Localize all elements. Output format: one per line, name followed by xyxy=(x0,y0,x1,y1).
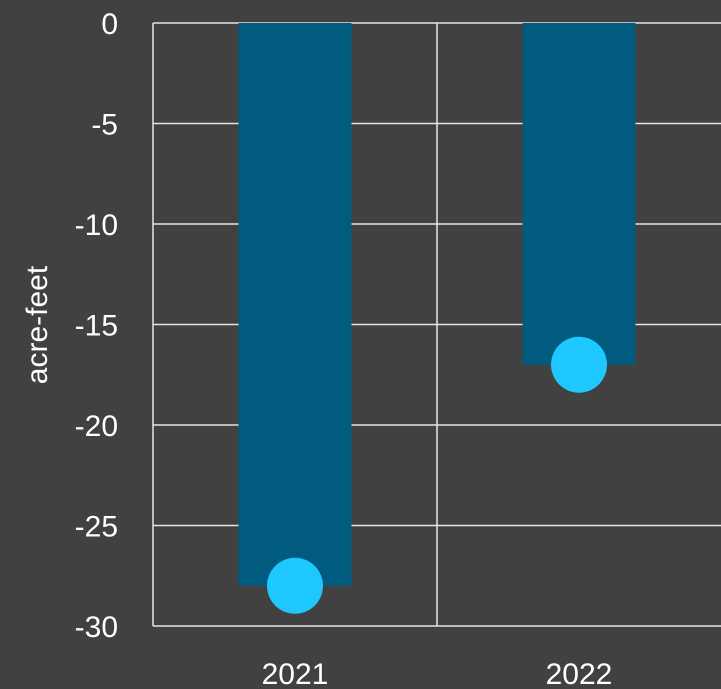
point-2022 xyxy=(551,336,607,393)
x-tick-label: 2022 xyxy=(546,658,613,689)
tick-labels-layer: 0 -5 -10 -15 -20 -25 -30 2021 2022 xyxy=(75,8,613,689)
bar-2022 xyxy=(522,23,636,365)
y-tick-label: 0 xyxy=(101,8,118,41)
bars-layer xyxy=(238,23,636,586)
grid-layer xyxy=(152,22,721,627)
y-tick-label: -5 xyxy=(91,109,118,142)
y-tick-label: -15 xyxy=(75,310,118,343)
x-tick-label: 2021 xyxy=(262,658,329,689)
y-axis-label: acre-feet xyxy=(21,265,54,384)
bar-2021 xyxy=(238,23,352,586)
y-tick-label: -30 xyxy=(75,611,118,644)
y-tick-label: -25 xyxy=(75,511,118,544)
y-tick-label: -10 xyxy=(75,209,118,242)
y-tick-label: -20 xyxy=(75,410,118,443)
points-layer xyxy=(267,336,607,614)
point-2021 xyxy=(267,557,323,614)
